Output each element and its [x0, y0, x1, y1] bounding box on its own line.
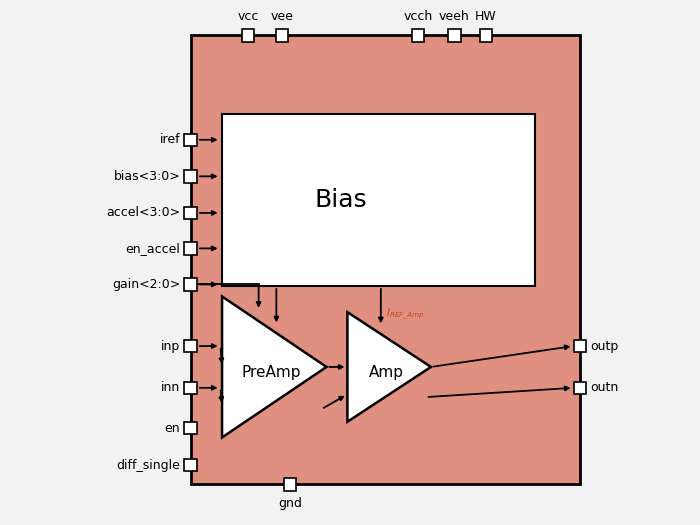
Bar	[185, 278, 197, 291]
Text: veeh: veeh	[439, 10, 470, 23]
Bar	[185, 133, 197, 146]
Bar	[573, 340, 586, 352]
Text: HW: HW	[475, 10, 497, 23]
Text: iref: iref	[160, 133, 181, 146]
Text: inn: inn	[161, 381, 181, 394]
Bar	[185, 340, 197, 352]
Text: vee: vee	[271, 10, 293, 23]
Bar	[573, 382, 586, 394]
Bar	[412, 29, 424, 41]
Text: vcc: vcc	[237, 10, 259, 23]
Bar	[185, 170, 197, 183]
Bar	[185, 242, 197, 255]
Bar	[242, 29, 254, 41]
Text: gnd: gnd	[278, 497, 302, 510]
Text: Bias: Bias	[315, 188, 368, 212]
Text: $\it{I}_{REF\_Amp}$: $\it{I}_{REF\_Amp}$	[386, 307, 425, 322]
Bar	[190, 35, 580, 485]
Text: outp: outp	[590, 340, 619, 353]
Bar	[185, 422, 197, 434]
Polygon shape	[347, 312, 431, 422]
Text: Amp: Amp	[369, 365, 404, 380]
Text: gain<2:0>: gain<2:0>	[112, 278, 181, 291]
Text: en_accel: en_accel	[125, 242, 181, 255]
Text: PreAmp: PreAmp	[241, 365, 301, 380]
Text: accel<3:0>: accel<3:0>	[106, 206, 181, 219]
Text: inp: inp	[161, 340, 181, 353]
Text: vcch: vcch	[403, 10, 433, 23]
Bar	[185, 382, 197, 394]
Text: outn: outn	[590, 381, 619, 394]
Bar	[448, 29, 461, 41]
Polygon shape	[222, 297, 326, 437]
Bar	[276, 29, 288, 41]
Bar	[480, 29, 492, 41]
Bar	[222, 114, 536, 286]
Text: en: en	[164, 422, 181, 435]
Bar	[185, 207, 197, 219]
Text: diff_single: diff_single	[116, 459, 181, 471]
Text: bias<3:0>: bias<3:0>	[113, 170, 181, 183]
Bar	[284, 478, 296, 491]
Bar	[185, 459, 197, 471]
